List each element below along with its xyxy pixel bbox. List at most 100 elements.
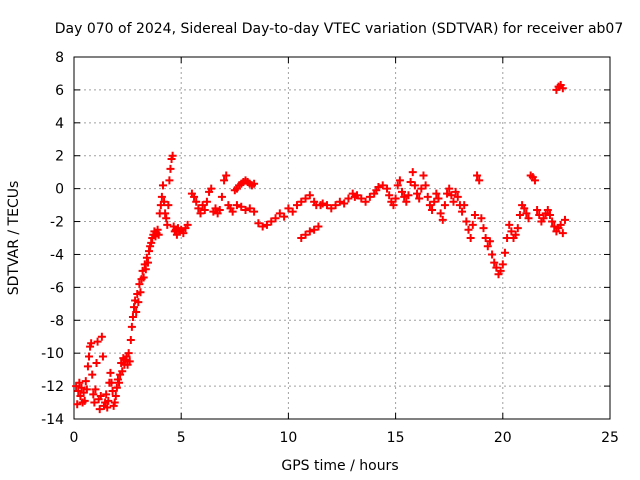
data-point [421, 181, 430, 190]
data-point [335, 197, 344, 206]
data-point [98, 352, 107, 361]
data-point [430, 197, 439, 206]
data-point [128, 312, 137, 321]
data-point [271, 214, 280, 223]
data-point [462, 217, 471, 226]
x-tick-label: 5 [177, 430, 186, 446]
y-tick-label: 8 [55, 50, 64, 66]
data-point [89, 390, 98, 399]
data-point [163, 220, 172, 229]
data-point [447, 191, 456, 200]
data-point [164, 201, 173, 210]
data-point [82, 385, 91, 394]
data-point [417, 184, 426, 193]
data-point [147, 238, 156, 247]
data-point [124, 349, 133, 358]
data-point [305, 191, 314, 200]
data-point [106, 368, 115, 377]
data-point [80, 396, 89, 405]
data-point [77, 383, 86, 392]
axis-ticks: 0 5 10 15 20 25 -14 -12 -10 -8 -6 -4 -2 0 2 4 6 8 [41, 50, 619, 446]
x-axis-label: GPS time / hours [281, 458, 398, 474]
data-point [134, 298, 143, 307]
data-point [179, 229, 188, 238]
data-point [513, 224, 522, 233]
data-point [464, 225, 473, 234]
x-tick-label: 0 [70, 430, 79, 446]
data-point [104, 396, 113, 405]
data-point [145, 247, 154, 256]
data-point [81, 377, 90, 386]
data-point [75, 378, 84, 387]
data-point [87, 339, 96, 348]
data-point [200, 206, 209, 215]
data-point [550, 222, 559, 231]
data-point [194, 204, 203, 213]
data-point [198, 201, 207, 210]
data-point [520, 204, 529, 213]
data-point [141, 265, 150, 274]
data-point [344, 194, 353, 203]
data-point [558, 229, 567, 238]
data-point [97, 332, 106, 341]
x-tick-label: 15 [387, 430, 405, 446]
data-point [361, 197, 370, 206]
data-point [280, 212, 289, 221]
data-point [383, 184, 392, 193]
data-point [477, 214, 486, 223]
data-point [485, 237, 494, 246]
data-point [95, 405, 104, 414]
data-point [166, 164, 175, 173]
data-point [406, 178, 415, 187]
data-point [288, 207, 297, 216]
data-point [507, 227, 516, 236]
data-point [217, 192, 226, 201]
data-point [511, 230, 520, 239]
data-point [548, 217, 557, 226]
data-point [395, 176, 404, 185]
data-point [543, 206, 552, 215]
data-point [393, 181, 402, 190]
data-point [161, 209, 170, 218]
data-point [483, 242, 492, 251]
data-point [142, 253, 151, 262]
data-point [389, 201, 398, 210]
data-point [132, 308, 141, 317]
y-tick-label: -6 [50, 280, 64, 296]
data-point [530, 176, 539, 185]
data-point [400, 192, 409, 201]
data-point [479, 224, 488, 233]
data-point [139, 273, 148, 282]
data-point [305, 227, 314, 236]
data-point [103, 403, 112, 412]
data-point [310, 225, 319, 234]
data-point [215, 206, 224, 215]
data-point [143, 258, 152, 267]
data-point [301, 230, 310, 239]
data-point [168, 151, 177, 160]
data-point [241, 206, 250, 215]
data-point [436, 209, 445, 218]
data-point [488, 250, 497, 259]
data-point [545, 210, 554, 219]
y-tick-label: -10 [41, 346, 64, 362]
data-point [222, 171, 231, 180]
data-point [111, 391, 120, 400]
y-tick-label: -12 [41, 379, 64, 395]
data-point [374, 182, 383, 191]
data-point [445, 184, 454, 193]
data-point [92, 359, 101, 368]
data-point [496, 266, 505, 275]
data-point [432, 189, 441, 198]
data-point [475, 176, 484, 185]
data-point [423, 192, 432, 201]
data-point [110, 398, 119, 407]
y-tick-label: 2 [55, 149, 64, 165]
data-point [165, 176, 174, 185]
data-point [297, 197, 306, 206]
data-point [96, 391, 105, 400]
data-point [428, 206, 437, 215]
y-tick-label: -4 [50, 247, 64, 263]
data-point [440, 201, 449, 210]
y-tick-label: 6 [55, 83, 64, 99]
